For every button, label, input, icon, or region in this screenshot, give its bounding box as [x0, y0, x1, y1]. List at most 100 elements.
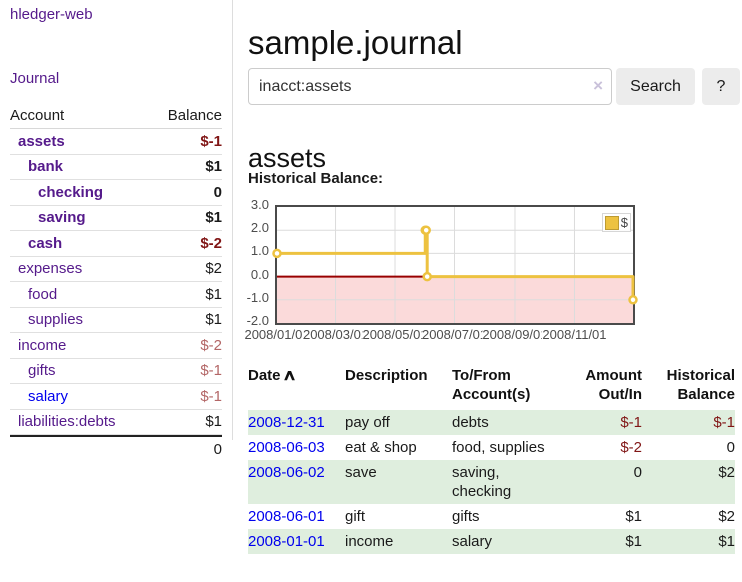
- account-link[interactable]: bank: [28, 158, 64, 176]
- account-row: checking 0: [10, 180, 222, 206]
- account-balance: $-1: [200, 132, 222, 150]
- transaction-description: gift: [345, 508, 366, 525]
- transaction-amount: $-2: [620, 439, 642, 456]
- x-tick-label: 2008/03/01: [302, 327, 369, 342]
- transaction-row: 2008-06-03 eat & shop food, supplies $-2…: [248, 435, 735, 460]
- transaction-accounts: salary: [452, 533, 493, 550]
- search-input[interactable]: [248, 68, 612, 105]
- x-tick-label: 2008/01/01: [244, 327, 310, 342]
- search-box: ×: [248, 68, 612, 105]
- account-balance: $1: [205, 158, 222, 176]
- account-row: gifts $-1: [10, 359, 222, 384]
- account-balance: $1: [205, 311, 222, 329]
- chart-legend: $: [601, 213, 631, 232]
- sidebar: hledger-web Journal Account Balance asse…: [0, 0, 233, 458]
- transaction-row: 2008-06-01 gift gifts $1 $2: [248, 504, 735, 529]
- account-link[interactable]: food: [28, 285, 58, 303]
- account-row: liabilities:debts $1: [10, 410, 222, 435]
- account-row: salary $-1: [10, 384, 222, 410]
- register-table: Date∧ Description To/From Account(s) Amo…: [248, 360, 735, 554]
- account-balance: $1: [205, 413, 222, 431]
- sidebar-item-journal[interactable]: Journal: [10, 70, 60, 87]
- account-row: assets $-1: [10, 129, 222, 155]
- account-balance: $1: [205, 285, 222, 303]
- account-balance: $1: [205, 209, 222, 227]
- account-column-header: Account: [10, 107, 65, 124]
- account-balance-table: Account Balance assets $-1 bank $1 check…: [10, 103, 222, 461]
- x-tick-label: 2008/11/01: [542, 327, 607, 342]
- account-link[interactable]: salary: [28, 387, 69, 405]
- transaction-balance: $2: [718, 508, 735, 525]
- account-link[interactable]: cash: [28, 234, 63, 252]
- y-tick-label: 2.0: [250, 220, 269, 236]
- account-row: bank $1: [10, 155, 222, 180]
- date-column-header[interactable]: Date∧: [248, 367, 297, 384]
- transaction-date-link[interactable]: 2008-01-01: [248, 533, 325, 550]
- transaction-date-link[interactable]: 2008-06-01: [248, 508, 325, 525]
- y-tick-label: -2.0: [246, 313, 269, 328]
- series-label: $: [620, 215, 628, 230]
- transaction-row: 2008-12-31 pay off debts $-1 $-1: [248, 410, 735, 435]
- transaction-amount: $-1: [620, 414, 642, 431]
- page-title: sample.journal: [248, 24, 463, 62]
- y-tick-label: 3.0: [250, 197, 269, 212]
- transaction-balance: $1: [718, 533, 735, 550]
- register-header-row: Date∧ Description To/From Account(s) Amo…: [248, 360, 735, 410]
- transaction-balance: 0: [726, 439, 735, 456]
- account-row: expenses $2: [10, 257, 222, 282]
- account-link[interactable]: gifts: [28, 362, 56, 380]
- balance-chart[interactable]: $: [272, 205, 638, 325]
- account-balance: $-2: [200, 234, 222, 252]
- brand-link[interactable]: hledger-web: [10, 6, 93, 23]
- transaction-description: save: [345, 464, 377, 481]
- account-balance: $-1: [200, 387, 222, 405]
- account-link[interactable]: expenses: [18, 260, 83, 278]
- transaction-accounts: saving, checking: [452, 464, 512, 500]
- tofrom-column-header: To/From Account(s): [452, 367, 531, 403]
- account-link[interactable]: liabilities:debts: [18, 413, 116, 431]
- account-row: income $-2: [10, 333, 222, 359]
- account-link[interactable]: checking: [38, 183, 104, 201]
- transaction-date-link[interactable]: 2008-06-03: [248, 439, 325, 456]
- y-tick-label: 0.0: [250, 266, 269, 282]
- x-tick-label: 2008/07/01: [421, 327, 488, 342]
- account-row: cash $-2: [10, 231, 222, 257]
- help-button[interactable]: ?: [702, 68, 740, 105]
- chart-title: Historical Balance:: [248, 170, 384, 187]
- clear-search-icon[interactable]: ×: [593, 76, 603, 95]
- amount-column-header: Amount Out/In: [585, 367, 642, 403]
- transaction-accounts: debts: [452, 414, 489, 431]
- transaction-description: pay off: [345, 414, 390, 431]
- account-link[interactable]: income: [18, 336, 67, 354]
- y-tick-label: -1.0: [246, 289, 269, 305]
- account-total-row: 0: [10, 435, 222, 461]
- x-tick-label: 2008/05/01: [362, 327, 428, 342]
- account-balance: 0: [213, 183, 222, 201]
- transaction-description: income: [345, 533, 394, 550]
- transaction-amount: $1: [625, 508, 642, 525]
- account-balance: $2: [205, 260, 222, 278]
- transaction-row: 2008-01-01 income salary $1 $1: [248, 529, 735, 554]
- account-balance: $-1: [200, 362, 222, 380]
- account-link[interactable]: supplies: [28, 311, 84, 329]
- account-link[interactable]: saving: [38, 209, 86, 227]
- account-balance: $-2: [200, 336, 222, 354]
- search-button[interactable]: Search: [616, 68, 695, 105]
- account-row: saving $1: [10, 206, 222, 231]
- description-column-header: Description: [345, 367, 428, 384]
- sort-ascending-icon: ∧: [281, 367, 297, 384]
- series-swatch-icon: [604, 215, 619, 230]
- balance-column-header: Balance: [167, 107, 222, 124]
- transaction-description: eat & shop: [345, 439, 417, 456]
- account-table-header: Account Balance: [10, 103, 222, 129]
- account-row: food $1: [10, 282, 222, 308]
- transaction-date-link[interactable]: 2008-06-02: [248, 464, 325, 481]
- transaction-accounts: food, supplies: [452, 439, 545, 456]
- x-tick-label: 2008/09/01: [482, 327, 548, 342]
- transaction-balance: $-1: [713, 414, 735, 431]
- account-heading: assets: [248, 143, 327, 174]
- account-link[interactable]: assets: [18, 132, 65, 150]
- transaction-date-link[interactable]: 2008-12-31: [248, 414, 325, 431]
- transaction-amount: 0: [633, 464, 642, 481]
